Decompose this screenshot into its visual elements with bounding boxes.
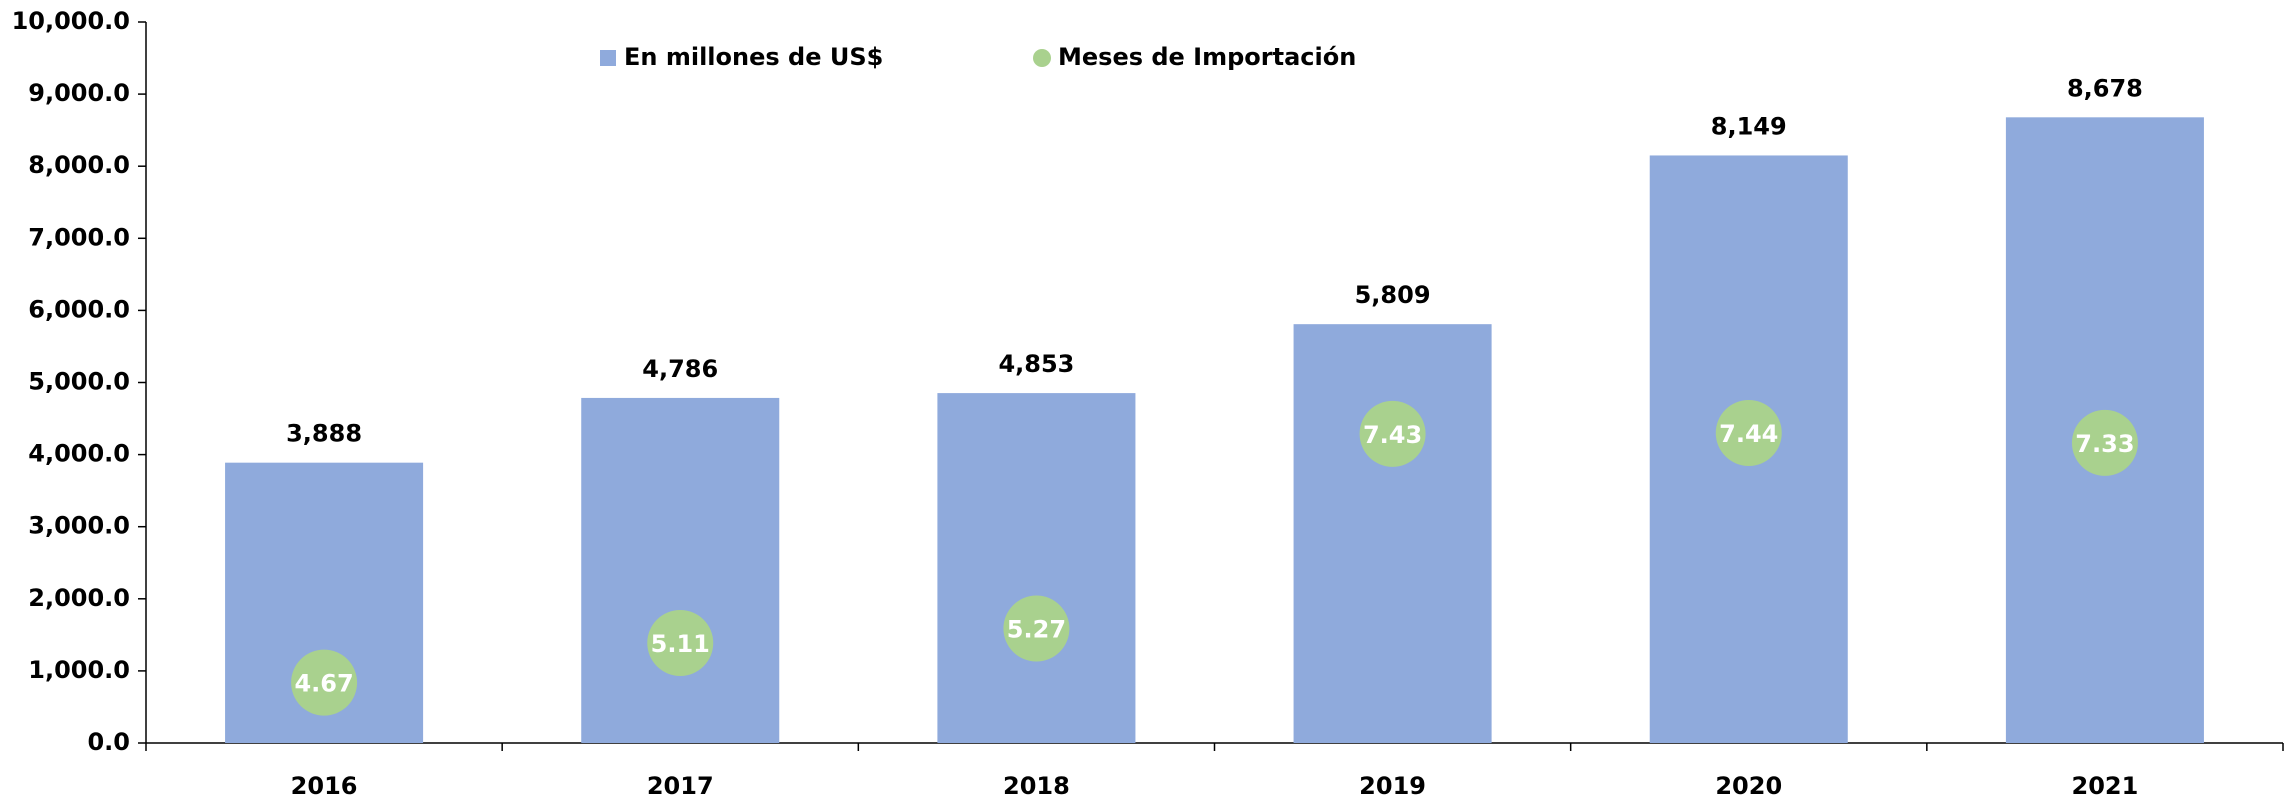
point (1715, 399, 1782, 466)
point-value-label: 5.11 (651, 630, 710, 658)
point-value-label: 4.67 (294, 670, 353, 698)
y-tick-label: 10,000.0 (12, 7, 130, 35)
legend-label: En millones de US$ (624, 43, 883, 71)
y-tick-label: 3,000.0 (28, 512, 130, 540)
point (1359, 400, 1426, 467)
point-value-label: 5.27 (1007, 616, 1066, 644)
point (1003, 595, 1070, 662)
bar (937, 393, 1136, 743)
legend-swatch (600, 50, 616, 66)
bar (581, 397, 780, 743)
y-tick-label: 9,000.0 (28, 79, 130, 107)
y-tick-label: 7,000.0 (28, 223, 130, 251)
y-tick-label: 4,000.0 (28, 440, 130, 468)
point-value-label: 7.33 (2075, 430, 2134, 458)
x-tick-label: 2018 (1003, 772, 1070, 800)
bar-value-label: 8,149 (1711, 112, 1787, 140)
bar-value-label: 3,888 (286, 420, 362, 448)
bar-value-label: 4,786 (642, 355, 718, 383)
point (291, 649, 358, 716)
y-tick-label: 8,000.0 (28, 151, 130, 179)
legend-swatch (1033, 49, 1051, 67)
x-tick-label: 2019 (1359, 772, 1426, 800)
bar-value-label: 8,678 (2067, 74, 2143, 102)
point (647, 609, 714, 676)
point (2071, 409, 2138, 476)
bar (1293, 324, 1492, 743)
point-value-label: 7.43 (1363, 421, 1422, 449)
y-tick-label: 6,000.0 (28, 295, 130, 323)
x-tick-label: 2020 (1715, 772, 1782, 800)
x-tick-label: 2021 (2072, 772, 2139, 800)
bar-value-label: 4,853 (998, 350, 1074, 378)
point-value-label: 7.44 (1719, 420, 1778, 448)
x-tick-label: 2016 (291, 772, 358, 800)
legend-label: Meses de Importación (1058, 43, 1356, 71)
bar-value-label: 5,809 (1355, 281, 1431, 309)
y-tick-label: 5,000.0 (28, 368, 130, 396)
x-tick-label: 2017 (647, 772, 714, 800)
y-tick-label: 0.0 (87, 728, 130, 756)
y-tick-label: 2,000.0 (28, 584, 130, 612)
y-tick-label: 1,000.0 (28, 656, 130, 684)
